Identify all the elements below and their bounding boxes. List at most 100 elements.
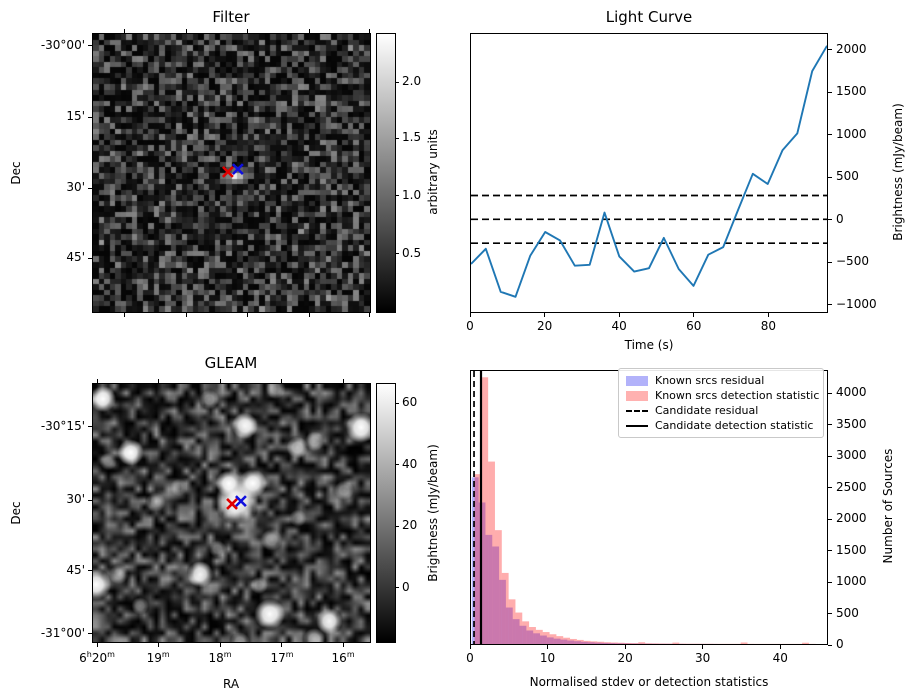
residual-hist-bar (499, 579, 506, 644)
tick-label: 2500 (836, 479, 867, 494)
axis-tick (828, 424, 832, 426)
tick-label: 0.5 (402, 245, 422, 260)
detection-hist-bar (617, 642, 625, 644)
tick-label: 30' (66, 180, 85, 195)
residual-hist-bar (574, 641, 581, 644)
detection-hist-bar (604, 642, 611, 644)
axis-tick (828, 49, 832, 51)
residual-hist-bar (540, 635, 547, 644)
plot-canvas (471, 371, 816, 644)
axis-tick (396, 402, 399, 404)
light-curve-ylabel-brightness: Brightness (mJy/beam) (891, 103, 905, 241)
detection-hist-bar (556, 636, 564, 644)
legend-swatch-pink-patch (626, 390, 648, 401)
detection-hist-bar (576, 639, 584, 644)
legend-swatch-blue-patch (626, 375, 648, 386)
detection-hist-bar (631, 643, 639, 644)
tick-label: 0 (402, 579, 410, 594)
tick-label: 17m (247, 650, 317, 665)
axis-tick (88, 45, 92, 47)
detection-hist-bar (570, 638, 577, 644)
legend-label: Candidate residual (655, 404, 759, 417)
detection-hist-bar (488, 461, 495, 644)
legend-label: Known srcs detection statistic (655, 389, 820, 402)
tick-label: 0 (836, 211, 844, 226)
gleam-colorbar (376, 383, 396, 643)
legend-item-candidate-detection-statistic: Candidate detection statistic (626, 418, 816, 433)
detection-hist-bar (549, 634, 557, 644)
axis-tick (396, 253, 399, 255)
tick-label: 2.0 (402, 74, 422, 88)
axis-tick (96, 379, 98, 383)
axis-tick (88, 633, 92, 635)
tick-label: 0 (836, 637, 844, 651)
legend-item-candidate-residual: Candidate residual (626, 403, 816, 418)
axis-tick (281, 379, 283, 383)
histogram-ylabel-number-of-sources: Number of Sources (881, 448, 895, 564)
detection-hist-bar (590, 641, 598, 644)
residual-hist-bar (519, 625, 527, 644)
plot-canvas (221, 163, 244, 178)
axis-tick (828, 613, 832, 615)
tick-label: 500 (836, 605, 859, 620)
axis-tick (96, 643, 98, 647)
axis-tick (779, 645, 781, 649)
detection-hist-bar (535, 629, 543, 644)
residual-hist-bar (471, 477, 479, 644)
residual-hist-bar (505, 607, 513, 644)
text: 16 (331, 651, 347, 665)
text: 6 (79, 651, 87, 665)
detection-hist-bar (651, 643, 659, 644)
panel-title-filter: Filter (212, 8, 250, 26)
tick-label: 40 (402, 456, 418, 471)
axis-tick (469, 313, 471, 317)
gleam-noise-image (93, 384, 370, 642)
detection-hist-bar (474, 474, 482, 644)
detection-hist-bar (645, 643, 652, 644)
legend-item-known-srcs-detection-statistic: Known srcs detection statistic (626, 388, 820, 403)
axis-tick (767, 313, 769, 317)
axis-tick (185, 313, 187, 317)
residual-hist-bar (621, 643, 629, 644)
tick-label: 0 (466, 319, 474, 333)
tick-label: 60 (686, 319, 702, 333)
axis-tick (828, 219, 832, 221)
legend-swatch-solid-line (626, 424, 648, 427)
detection-hist-bar (802, 642, 809, 644)
tick-label: 1000 (836, 574, 867, 589)
axis-tick (157, 643, 159, 647)
detection-hist-bar (515, 612, 523, 644)
text: 20 (91, 651, 108, 665)
tick-label: 40 (772, 651, 788, 665)
residual-hist-bar (546, 637, 554, 644)
histogram-xlabel: Normalised stdev or detection statistics (529, 675, 769, 689)
gleam-colorbar-label: Brightness (mJy/beam) (426, 444, 440, 582)
axis-tick (88, 570, 92, 572)
residual-hist-bar (580, 641, 588, 644)
filter-colorbar-label: arbitrary units (426, 129, 440, 215)
axis-tick (368, 29, 370, 33)
tick-label: 1500 (836, 542, 867, 557)
axis-tick (396, 464, 399, 466)
detection-hist-bar (481, 377, 489, 644)
axis-tick (342, 643, 344, 647)
axis-tick (702, 645, 704, 649)
residual-hist-bar (492, 546, 500, 644)
residual-hist-bar (587, 642, 595, 644)
blue-x-marker (234, 495, 247, 508)
axis-tick (828, 304, 832, 305)
axis-tick (624, 645, 626, 649)
plot-canvas (471, 45, 827, 298)
axis-tick (828, 176, 832, 178)
detection-hist-bar (529, 627, 536, 644)
axis-tick (693, 313, 695, 317)
axis-tick (828, 134, 832, 136)
text: 17 (270, 651, 286, 665)
tick-label: 2000 (836, 511, 867, 526)
tick-label: 1.0 (402, 187, 422, 202)
blue-x-marker (231, 163, 244, 176)
axis-tick (124, 29, 126, 33)
axis-tick (396, 195, 399, 197)
panel-title-gleam: GLEAM (204, 354, 258, 372)
